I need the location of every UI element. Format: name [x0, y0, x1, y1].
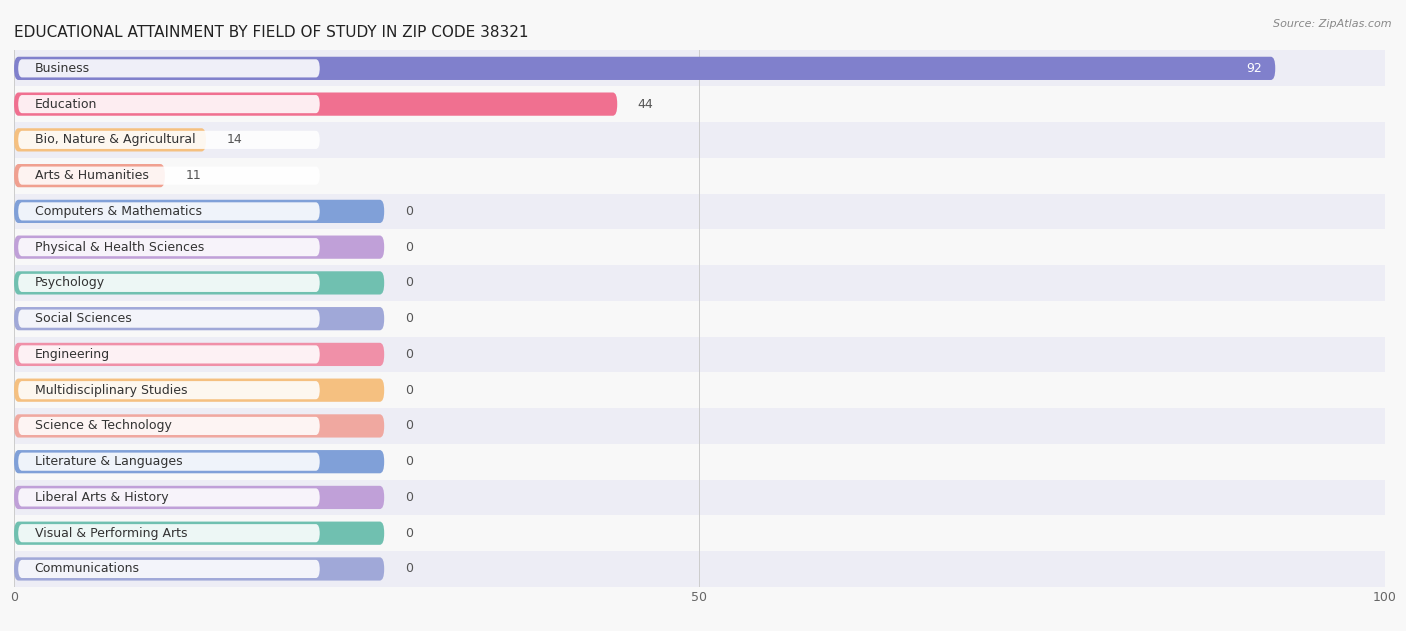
FancyBboxPatch shape [14, 522, 384, 545]
Bar [14, 265, 1385, 301]
FancyBboxPatch shape [18, 381, 319, 399]
Bar [14, 480, 1385, 516]
Bar [14, 194, 1385, 229]
Bar [14, 551, 1385, 587]
Text: 0: 0 [405, 205, 413, 218]
Text: Multidisciplinary Studies: Multidisciplinary Studies [35, 384, 187, 397]
Text: Communications: Communications [35, 562, 139, 575]
Text: Science & Technology: Science & Technology [35, 420, 172, 432]
Text: 0: 0 [405, 420, 413, 432]
Text: Education: Education [35, 98, 97, 110]
FancyBboxPatch shape [14, 379, 384, 402]
Bar [14, 444, 1385, 480]
Bar [14, 50, 1385, 86]
FancyBboxPatch shape [14, 164, 165, 187]
Bar [14, 408, 1385, 444]
Text: 0: 0 [405, 455, 413, 468]
Text: 11: 11 [186, 169, 201, 182]
Text: Literature & Languages: Literature & Languages [35, 455, 183, 468]
FancyBboxPatch shape [14, 235, 384, 259]
Text: 14: 14 [226, 133, 242, 146]
FancyBboxPatch shape [14, 93, 617, 115]
FancyBboxPatch shape [18, 560, 319, 578]
FancyBboxPatch shape [18, 274, 319, 292]
FancyBboxPatch shape [14, 307, 384, 330]
Text: Liberal Arts & History: Liberal Arts & History [35, 491, 169, 504]
FancyBboxPatch shape [14, 557, 384, 581]
Bar [14, 372, 1385, 408]
Text: Source: ZipAtlas.com: Source: ZipAtlas.com [1274, 19, 1392, 29]
FancyBboxPatch shape [18, 238, 319, 256]
FancyBboxPatch shape [18, 95, 319, 113]
Text: 0: 0 [405, 348, 413, 361]
FancyBboxPatch shape [18, 203, 319, 220]
Bar [14, 336, 1385, 372]
FancyBboxPatch shape [18, 452, 319, 471]
Text: 0: 0 [405, 562, 413, 575]
Bar [14, 229, 1385, 265]
FancyBboxPatch shape [18, 59, 319, 78]
Text: Bio, Nature & Agricultural: Bio, Nature & Agricultural [35, 133, 195, 146]
Text: Physical & Health Sciences: Physical & Health Sciences [35, 240, 204, 254]
FancyBboxPatch shape [14, 343, 384, 366]
Text: Psychology: Psychology [35, 276, 105, 290]
FancyBboxPatch shape [14, 450, 384, 473]
Text: 0: 0 [405, 384, 413, 397]
Text: EDUCATIONAL ATTAINMENT BY FIELD OF STUDY IN ZIP CODE 38321: EDUCATIONAL ATTAINMENT BY FIELD OF STUDY… [14, 25, 529, 40]
FancyBboxPatch shape [14, 415, 384, 437]
Bar [14, 86, 1385, 122]
Text: 92: 92 [1246, 62, 1261, 75]
Bar [14, 301, 1385, 336]
Text: 0: 0 [405, 312, 413, 325]
Text: 0: 0 [405, 491, 413, 504]
FancyBboxPatch shape [18, 167, 319, 185]
Text: 0: 0 [405, 276, 413, 290]
Text: Visual & Performing Arts: Visual & Performing Arts [35, 527, 187, 540]
FancyBboxPatch shape [18, 488, 319, 507]
FancyBboxPatch shape [18, 417, 319, 435]
FancyBboxPatch shape [14, 271, 384, 295]
Text: 0: 0 [405, 240, 413, 254]
Text: Arts & Humanities: Arts & Humanities [35, 169, 149, 182]
FancyBboxPatch shape [18, 345, 319, 363]
Text: Social Sciences: Social Sciences [35, 312, 131, 325]
Bar [14, 158, 1385, 194]
FancyBboxPatch shape [18, 131, 319, 149]
Text: Computers & Mathematics: Computers & Mathematics [35, 205, 201, 218]
Text: 44: 44 [638, 98, 654, 110]
FancyBboxPatch shape [14, 200, 384, 223]
FancyBboxPatch shape [14, 486, 384, 509]
FancyBboxPatch shape [18, 310, 319, 327]
Text: Business: Business [35, 62, 90, 75]
Bar [14, 122, 1385, 158]
FancyBboxPatch shape [14, 128, 207, 151]
FancyBboxPatch shape [14, 57, 1275, 80]
FancyBboxPatch shape [18, 524, 319, 542]
Text: Engineering: Engineering [35, 348, 110, 361]
Bar [14, 516, 1385, 551]
Text: 0: 0 [405, 527, 413, 540]
